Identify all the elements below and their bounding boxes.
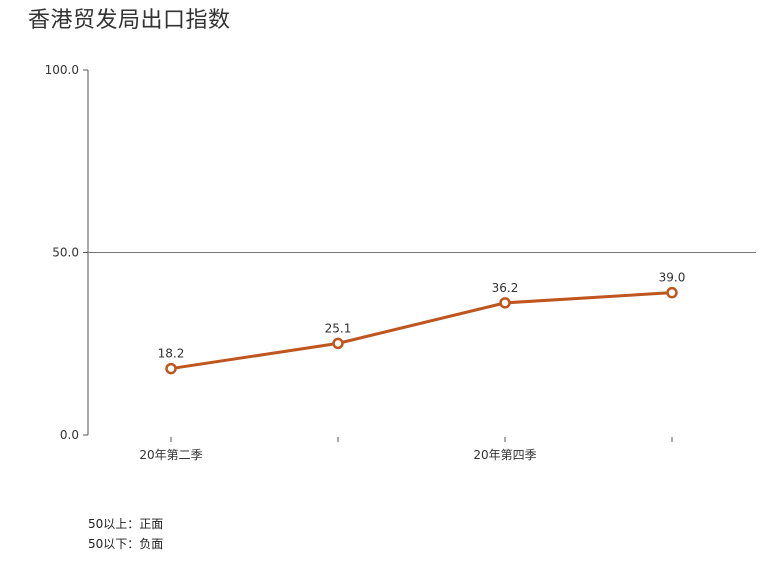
x-tick-label: 20年第二季 (139, 448, 202, 462)
data-point (332, 337, 344, 350)
y-tick-label: 100.0 (45, 63, 79, 77)
legend-notes: 50以上：正面 50以下：负面 (88, 514, 163, 554)
data-point (499, 297, 511, 309)
data-label: 36.2 (492, 281, 519, 295)
note-negative: 50以下：负面 (88, 537, 164, 551)
data-point (666, 286, 678, 299)
axes: 0.0 50.0 100.0 20年第二季 20年第四季 (45, 63, 756, 462)
data-label: 39.0 (659, 271, 686, 285)
data-point (165, 362, 177, 375)
data-label: 25.1 (325, 321, 352, 335)
y-tick-label: 0.0 (60, 428, 79, 442)
note-positive: 50以上：正面 (88, 517, 164, 531)
series-line (169, 291, 674, 371)
data-label: 18.2 (158, 347, 185, 361)
line-chart: 0.0 50.0 100.0 20年第二季 20年第四季 18.2 25.1 36.2 39.… (45, 63, 756, 462)
x-tick-label: 20年第四季 (473, 448, 536, 462)
y-tick-label: 50.0 (52, 246, 79, 260)
chart-title: 香港贸发局出口指数 (28, 8, 231, 33)
plot-area: 18.2 25.1 36.2 39.0 (158, 271, 686, 375)
